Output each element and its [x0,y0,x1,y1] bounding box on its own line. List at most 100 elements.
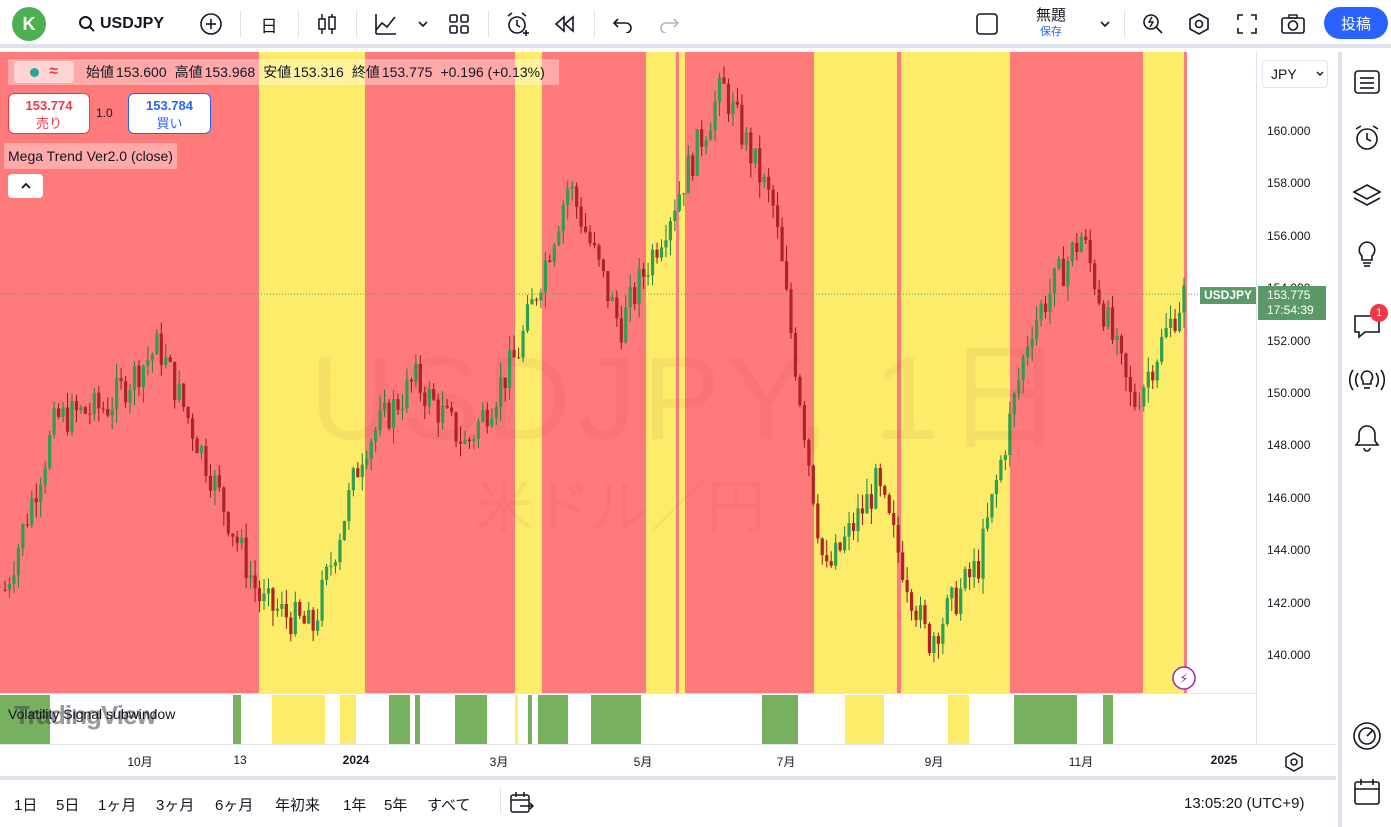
trend-zone [897,52,901,693]
last-price-symbol-tag: USDJPY [1200,287,1256,304]
candle-body [494,407,498,419]
go-to-date-button[interactable] [508,791,535,820]
candle-body [208,475,213,491]
price-chart[interactable]: ⚡ [0,52,1256,744]
add-symbol-button[interactable] [196,0,226,48]
user-avatar[interactable]: K [12,7,46,41]
range-button[interactable]: 1年 [343,797,367,814]
candle-body [1169,318,1173,328]
range-button[interactable]: 3ヶ月 [156,797,195,814]
candle-body [365,458,369,465]
candle-body [677,194,681,211]
time-axis[interactable]: 10月 13 2024 3月 5月 7月 9月 11月 2025 [0,744,1336,776]
candle-body [579,206,583,227]
candle-body [302,615,306,624]
range-button[interactable]: すべて [427,797,471,814]
candle-body [262,593,266,602]
fullscreen-button[interactable] [1232,0,1262,48]
signal-bar [1103,695,1113,744]
range-button[interactable]: 1日 [14,797,38,814]
candle-body [387,402,391,429]
settings-button[interactable] [1184,0,1214,48]
candle-body [3,589,7,591]
chart-settings-button[interactable] [1283,751,1305,778]
candle-body [409,379,413,382]
lightning-icon-glyph: ⚡ [1179,672,1188,687]
toggle-panel-button[interactable] [972,0,1002,48]
candle-body [534,299,539,301]
trading-panel-button[interactable] [1342,716,1391,756]
candle-body [606,271,610,302]
high-value: 153.968 [204,64,256,80]
market-status[interactable]: ≈ [14,61,74,83]
candle-body [476,421,480,439]
price-axis[interactable]: 160.000158.000156.000154.000152.000150.0… [1256,52,1336,744]
chart-pane[interactable]: ⚡ USDJPY, 1日 米ドル／円 [0,52,1336,744]
candle-body [1106,307,1110,327]
candle-body [146,360,150,367]
collapse-legend-button[interactable] [8,174,43,198]
alerts-panel-button[interactable] [1342,118,1391,158]
indicator-legend[interactable]: Mega Trend Ver2.0 (close) [4,143,177,169]
price-axis-label: 142.000 [1267,595,1311,610]
close-label: 終値 [351,64,380,80]
candle-body [1133,391,1137,407]
layout-save-button[interactable]: 無題 保存 [1020,0,1082,48]
indicators-button[interactable] [370,0,402,48]
candle-body [472,438,476,442]
candle-body [1088,240,1092,264]
snapshot-button[interactable] [1278,0,1308,48]
candle-body [811,465,815,504]
trend-zone [814,52,897,693]
chevron-down-icon [1316,71,1324,76]
candle-body [164,357,168,365]
replay-button[interactable] [550,0,580,48]
candle-body [735,101,740,105]
redo-button[interactable] [654,0,684,48]
indicators-dropdown[interactable] [412,0,434,48]
symbol-search-button[interactable]: USDJPY [76,0,166,48]
order-quantity[interactable]: 1.0 [96,106,113,120]
candle-body [793,332,798,377]
object-tree-button[interactable] [1342,176,1391,216]
price-axis-label: 160.000 [1267,124,1311,138]
buy-button[interactable]: 153.784 買い [128,93,211,134]
alert-button[interactable] [502,0,534,48]
candle-body [1142,387,1146,407]
interval-button[interactable]: 日 [260,16,278,36]
publish-button[interactable]: 投稿 [1324,7,1388,39]
candle-body [950,587,954,599]
currency-button[interactable]: JPY [1262,60,1328,88]
chevron-down-icon [1100,21,1110,28]
candle-body [1146,371,1150,388]
notifications-button[interactable] [1342,418,1391,458]
sell-button[interactable]: 153.774 売り [8,93,90,134]
timezone-clock[interactable]: 13:05:20 (UTC+9) [1184,795,1305,812]
range-button[interactable]: 5日 [56,797,80,814]
notification-badge: 1 [1370,304,1388,322]
price-axis-label: 158.000 [1267,176,1311,191]
candle-body [932,636,936,654]
layout-menu-dropdown[interactable] [1094,0,1116,48]
candle-body [378,410,382,431]
layout-button[interactable] [444,0,474,48]
streams-button[interactable] [1342,362,1391,402]
range-button[interactable]: 1ヶ月 [98,797,137,814]
signal-bar [389,695,410,744]
candle-body [543,260,547,293]
ideas-button[interactable] [1342,234,1391,274]
candle-body [838,542,842,551]
right-sidebar [1338,52,1391,827]
candle-body [709,130,713,141]
quick-search-button[interactable] [1138,0,1168,48]
undo-button[interactable] [608,0,638,48]
calendar-button[interactable] [1342,772,1391,812]
range-button[interactable]: 6ヶ月 [215,797,254,814]
candle-body [56,408,61,417]
chart-type-button[interactable] [312,0,342,48]
candle-body [682,193,686,195]
range-button[interactable]: 5年 [384,797,408,814]
watchlist-button[interactable] [1342,62,1391,102]
candle-body [52,408,56,435]
range-button[interactable]: 年初来 [275,797,321,814]
